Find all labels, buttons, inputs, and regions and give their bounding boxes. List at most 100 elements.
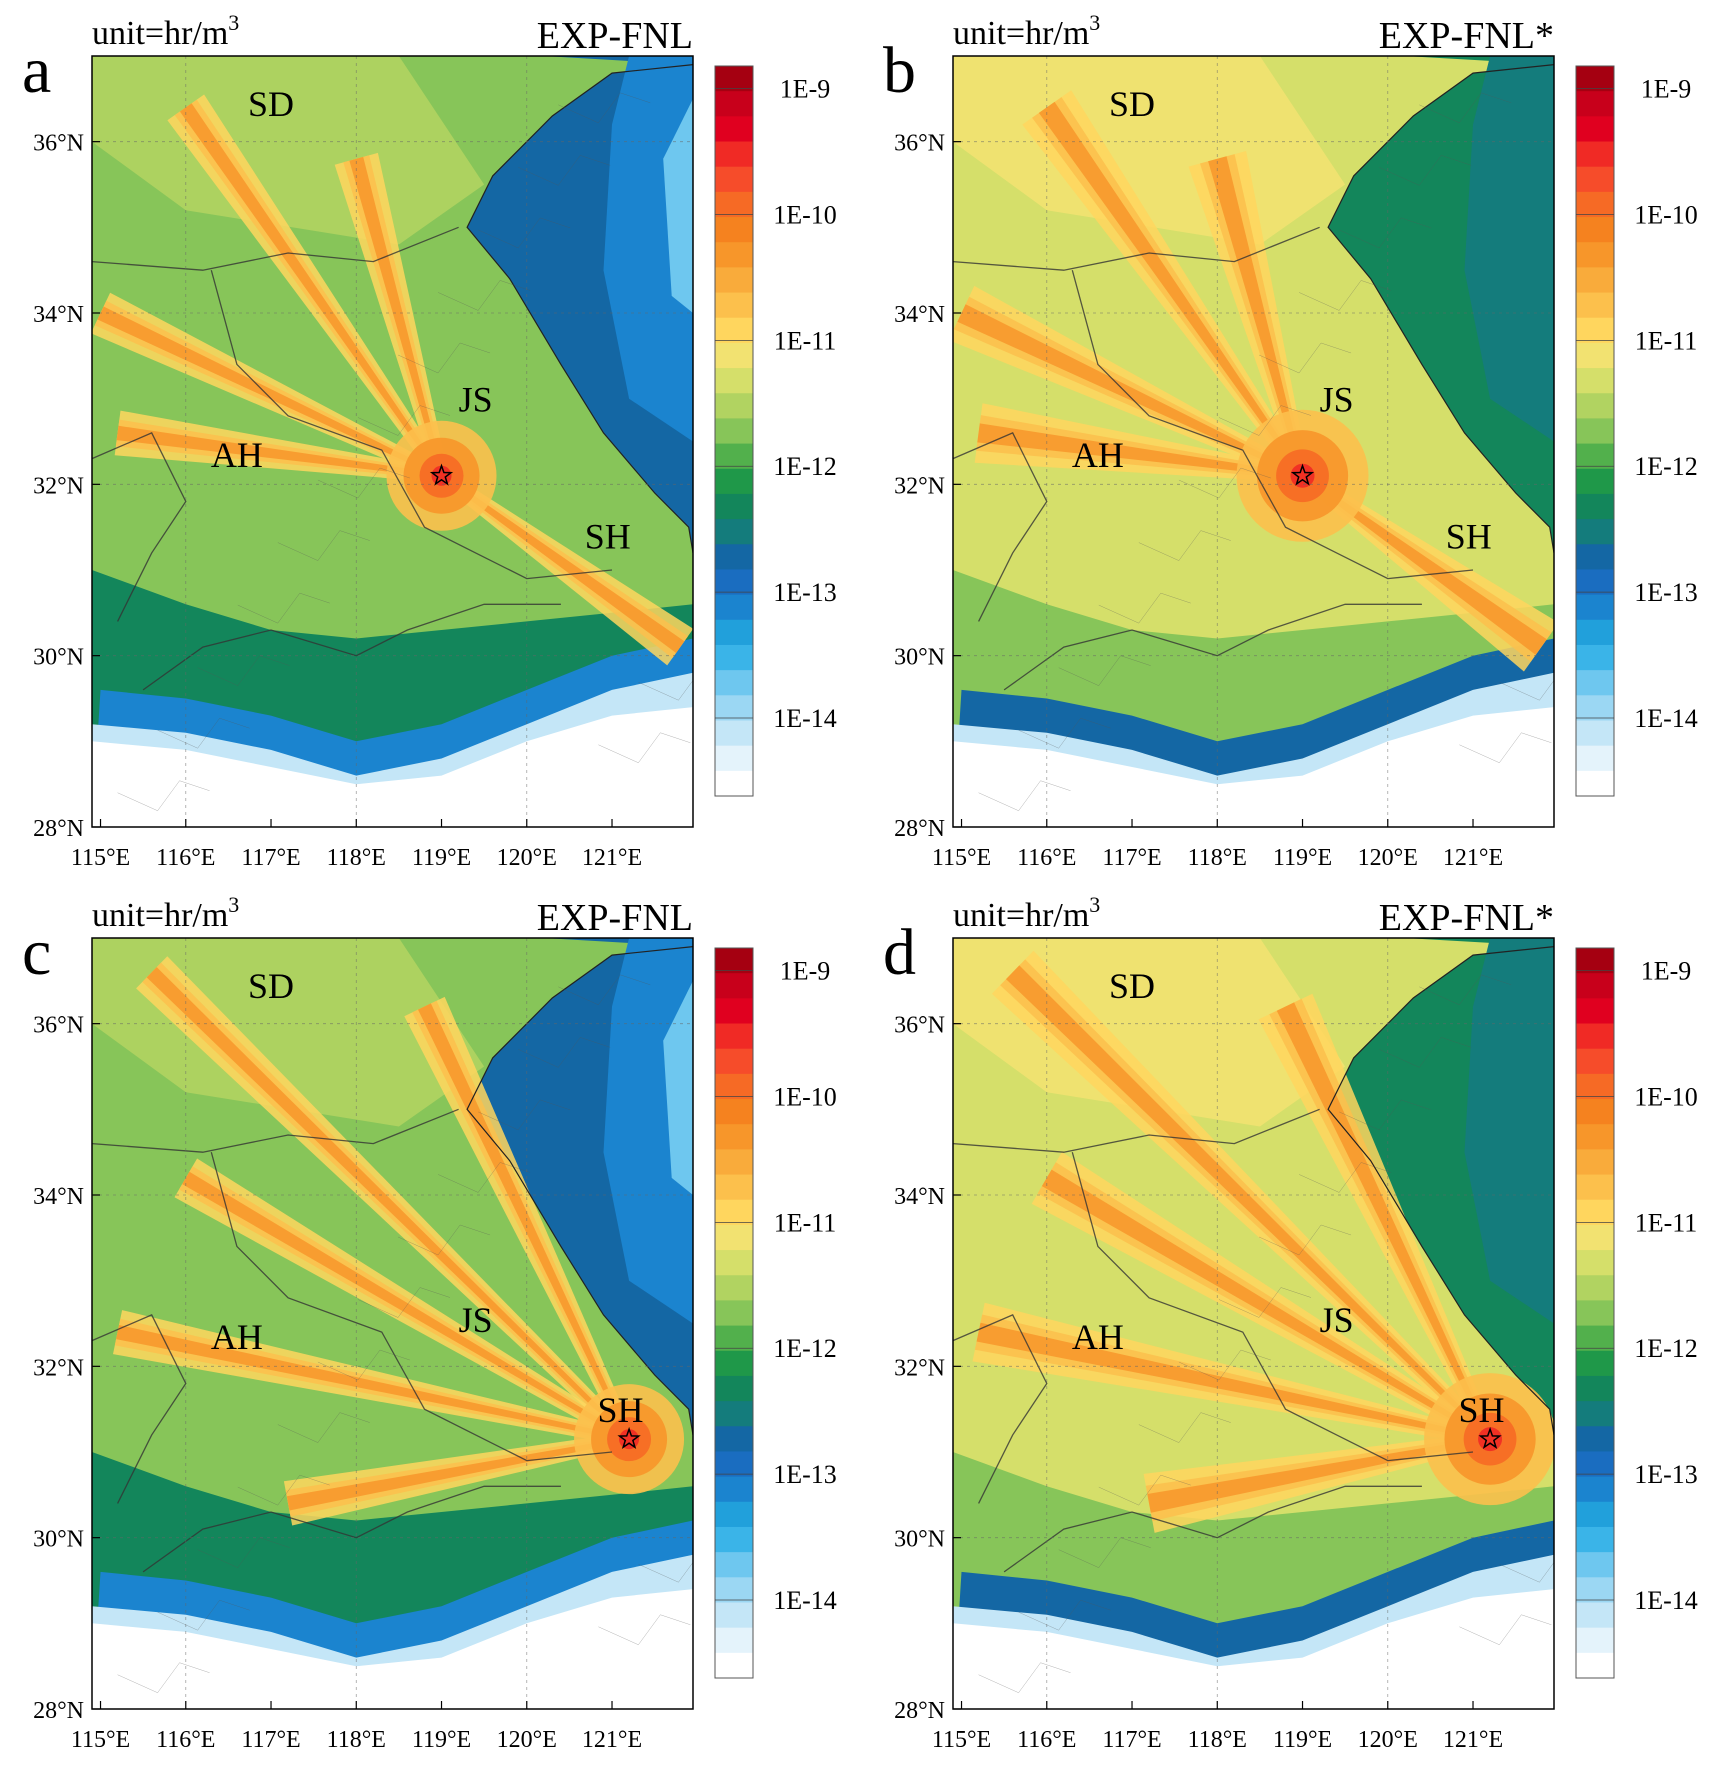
colorbar-label: 1E-11 xyxy=(774,1208,837,1237)
colorbar-swatch xyxy=(715,191,753,218)
map-panel-svg: SD AH JS SH 28°N 30°N 32°N 34°N 36°N 115°E 116°E 11… xyxy=(22,892,837,1753)
lon-tick-label: 121°E xyxy=(1443,845,1503,871)
region-label-ah: AH xyxy=(211,1317,263,1357)
colorbar-swatch xyxy=(1576,267,1614,294)
colorbar-label: 1E-11 xyxy=(774,326,837,355)
colorbar-swatch xyxy=(1576,1023,1614,1050)
receptor-star-icon xyxy=(1290,463,1315,486)
colorbar-swatch xyxy=(715,368,753,394)
lat-tick-label: 30°N xyxy=(33,1527,84,1553)
colorbar-swatch xyxy=(715,544,753,570)
colorbar-swatch xyxy=(1576,1199,1614,1226)
colorbar-swatch xyxy=(715,342,753,369)
lon-tick-label: 121°E xyxy=(582,1727,642,1753)
colorbar-label: 1E-13 xyxy=(1634,578,1698,607)
lon-tick-label: 116°E xyxy=(156,1727,215,1753)
colorbar-swatch xyxy=(715,1577,753,1603)
colorbar: 1E-9 1E-10 1E-11 1E-12 1E-13 1E-14 xyxy=(1575,947,1698,1679)
colorbar: 1E-9 1E-10 1E-11 1E-12 1E-13 1E-14 xyxy=(714,65,837,797)
unit-label: unit=hr/m3 xyxy=(92,10,239,52)
colorbar-swatch xyxy=(1576,1325,1614,1352)
experiment-title: EXP-FNL xyxy=(537,15,693,57)
colorbar-swatch xyxy=(1576,1552,1614,1578)
colorbar-swatch xyxy=(715,1048,753,1075)
region-label-sh: SH xyxy=(598,1390,644,1430)
colorbar-swatch xyxy=(1576,242,1614,268)
colorbar-swatch xyxy=(1576,66,1614,92)
colorbar-swatch xyxy=(715,493,753,520)
colorbar-swatch xyxy=(715,695,753,721)
region-label-sd: SD xyxy=(1109,966,1155,1006)
colorbar-swatch xyxy=(1576,292,1614,319)
colorbar-swatch xyxy=(715,619,753,646)
colorbar-swatch xyxy=(715,217,753,243)
colorbar-swatch xyxy=(1576,1501,1614,1528)
lat-tick-label: 30°N xyxy=(894,1527,945,1553)
region-label-js: JS xyxy=(459,380,493,420)
map-panel-svg: SD AH JS SH 28°N 30°N 32°N 34°N 36°N 115°E 116°E 11… xyxy=(22,10,837,871)
colorbar-swatch xyxy=(715,443,753,470)
colorbar-swatch xyxy=(715,1350,753,1377)
colorbar-swatch xyxy=(715,1149,753,1176)
lat-tick-label: 30°N xyxy=(894,645,945,671)
colorbar-swatch xyxy=(1576,720,1614,747)
colorbar-swatch xyxy=(1576,368,1614,394)
colorbar-swatch xyxy=(715,116,753,143)
lon-tick-label: 116°E xyxy=(1017,1727,1076,1753)
colorbar-swatch xyxy=(1576,1652,1614,1679)
colorbar-swatch xyxy=(1576,91,1614,117)
colorbar-swatch xyxy=(715,1073,753,1100)
colorbar-label: 1E-10 xyxy=(1634,201,1698,230)
lon-tick-label: 118°E xyxy=(1188,1727,1247,1753)
colorbar-swatch xyxy=(715,1375,753,1402)
colorbar-swatch xyxy=(1576,1602,1614,1629)
lon-tick-label: 119°E xyxy=(412,1727,471,1753)
colorbar-swatch xyxy=(715,1652,753,1679)
colorbar-swatch xyxy=(715,242,753,268)
colorbar-swatch xyxy=(1576,1275,1614,1301)
colorbar-swatch xyxy=(715,1401,753,1427)
colorbar-swatch xyxy=(1576,519,1614,545)
lat-tick-label: 32°N xyxy=(894,1355,945,1381)
colorbar-swatch xyxy=(715,317,753,344)
colorbar-swatch xyxy=(1576,342,1614,369)
colorbar-swatch xyxy=(715,1300,753,1327)
map-panel-svg: SD AH JS SH 28°N 30°N 32°N 34°N 36°N 115°E 116°E 11… xyxy=(883,892,1698,1753)
lat-tick-label: 36°N xyxy=(33,1013,84,1039)
colorbar-label: 1E-11 xyxy=(1635,326,1698,355)
colorbar-swatch xyxy=(715,1602,753,1629)
lat-tick-label: 28°N xyxy=(894,816,945,842)
colorbar-swatch xyxy=(1576,1627,1614,1654)
colorbar-swatch xyxy=(1576,1401,1614,1427)
panel-letter: a xyxy=(22,34,51,107)
colorbar-swatch xyxy=(1576,1300,1614,1327)
map-panel-svg: SD AH JS SH 28°N 30°N 32°N 34°N 36°N 115°E 116°E 11… xyxy=(883,10,1698,871)
colorbar-label: 1E-14 xyxy=(1634,704,1698,733)
colorbar-swatch xyxy=(1576,1124,1614,1150)
colorbar-label: 1E-14 xyxy=(773,704,837,733)
colorbar-swatch xyxy=(715,1224,753,1251)
colorbar-swatch xyxy=(715,1250,753,1276)
colorbar-swatch xyxy=(1576,166,1614,193)
sensitivity-field xyxy=(92,938,693,1709)
colorbar-swatch xyxy=(715,1501,753,1528)
colorbar-swatch xyxy=(715,973,753,999)
region-label-sd: SD xyxy=(1109,84,1155,124)
colorbar-label: 1E-14 xyxy=(773,1586,837,1615)
lat-tick-label: 28°N xyxy=(33,816,84,842)
lon-tick-label: 117°E xyxy=(1102,1727,1161,1753)
panel-a: SD AH JS SH 28°N 30°N 32°N 34°N 36°N 115°E 116°E 11… xyxy=(0,0,861,882)
lon-tick-label: 119°E xyxy=(1273,845,1332,871)
colorbar-swatch xyxy=(715,1526,753,1553)
colorbar-label: 1E-12 xyxy=(773,452,837,481)
lon-tick-label: 117°E xyxy=(241,1727,300,1753)
region-label-sd: SD xyxy=(248,84,294,124)
colorbar-label: 1E-13 xyxy=(773,1460,837,1489)
lon-tick-label: 117°E xyxy=(241,845,300,871)
region-label-js: JS xyxy=(459,1300,493,1340)
colorbar-swatch xyxy=(1576,1149,1614,1176)
lat-tick-label: 36°N xyxy=(894,1013,945,1039)
lon-tick-label: 115°E xyxy=(71,1727,130,1753)
colorbar-swatch xyxy=(715,468,753,495)
colorbar-swatch xyxy=(1576,973,1614,999)
